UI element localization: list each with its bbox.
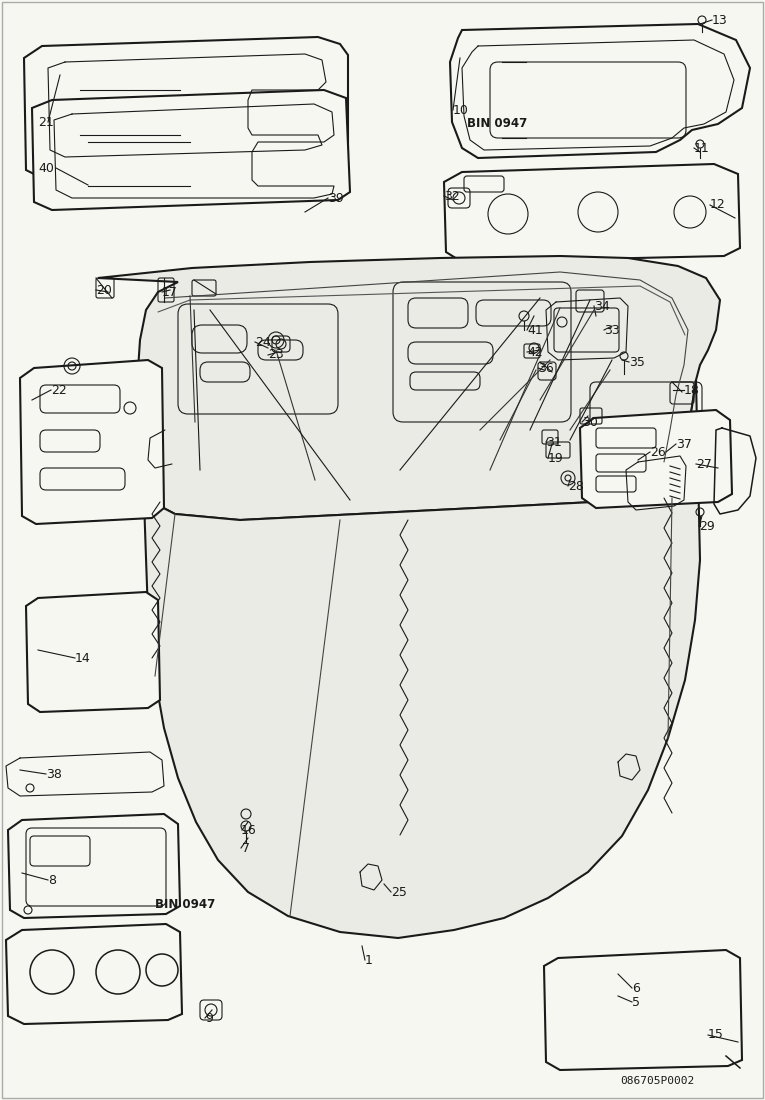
Text: 17: 17: [162, 286, 178, 298]
Text: 35: 35: [629, 355, 645, 368]
Polygon shape: [32, 90, 350, 210]
Polygon shape: [26, 592, 160, 712]
Text: 31: 31: [546, 436, 562, 449]
Text: p a r t s: p a r t s: [210, 570, 301, 594]
Text: 16: 16: [241, 824, 257, 836]
Text: 8: 8: [48, 873, 56, 887]
Text: 5: 5: [632, 996, 640, 1009]
Polygon shape: [20, 360, 164, 524]
Text: BIN 0947: BIN 0947: [155, 898, 215, 911]
Text: 30: 30: [582, 416, 598, 429]
Polygon shape: [544, 950, 742, 1070]
Polygon shape: [98, 256, 720, 520]
Polygon shape: [580, 410, 732, 508]
Text: 25: 25: [391, 886, 407, 899]
Text: 27: 27: [696, 458, 712, 471]
Polygon shape: [24, 37, 348, 178]
Text: 6: 6: [632, 981, 640, 994]
Text: 15: 15: [708, 1028, 724, 1042]
Polygon shape: [143, 379, 700, 938]
Text: 11: 11: [694, 142, 710, 154]
Text: 21: 21: [38, 116, 54, 129]
Text: 37: 37: [676, 438, 692, 451]
Text: 28: 28: [568, 480, 584, 493]
Text: 14: 14: [75, 651, 91, 664]
Text: 40: 40: [38, 162, 54, 175]
Polygon shape: [444, 164, 740, 262]
Text: 29: 29: [699, 519, 715, 532]
Text: 32: 32: [444, 189, 460, 202]
Text: 20: 20: [96, 284, 112, 297]
Text: 41: 41: [527, 323, 542, 337]
Text: BIN 0947: BIN 0947: [467, 117, 527, 130]
Text: 23: 23: [268, 349, 284, 362]
Polygon shape: [450, 24, 750, 158]
Text: 7: 7: [242, 842, 250, 855]
Text: 24: 24: [255, 336, 271, 349]
Text: 9: 9: [205, 1012, 213, 1024]
Text: 19: 19: [548, 451, 564, 464]
Text: 1: 1: [365, 954, 373, 967]
Text: 38: 38: [46, 768, 62, 781]
Text: 13: 13: [712, 13, 728, 26]
Text: 33: 33: [604, 323, 620, 337]
Text: 18: 18: [684, 384, 700, 396]
Text: 36: 36: [538, 362, 554, 374]
Polygon shape: [8, 814, 180, 918]
Text: 39: 39: [328, 191, 343, 205]
Text: auderia: auderia: [195, 524, 409, 572]
Text: 086705P0002: 086705P0002: [620, 1076, 695, 1086]
Text: 10: 10: [453, 103, 469, 117]
Text: 22: 22: [51, 384, 67, 396]
Text: 34: 34: [594, 299, 610, 312]
Text: 42: 42: [527, 345, 542, 359]
Polygon shape: [6, 924, 182, 1024]
Text: 12: 12: [710, 198, 726, 211]
Text: 26: 26: [650, 446, 666, 459]
